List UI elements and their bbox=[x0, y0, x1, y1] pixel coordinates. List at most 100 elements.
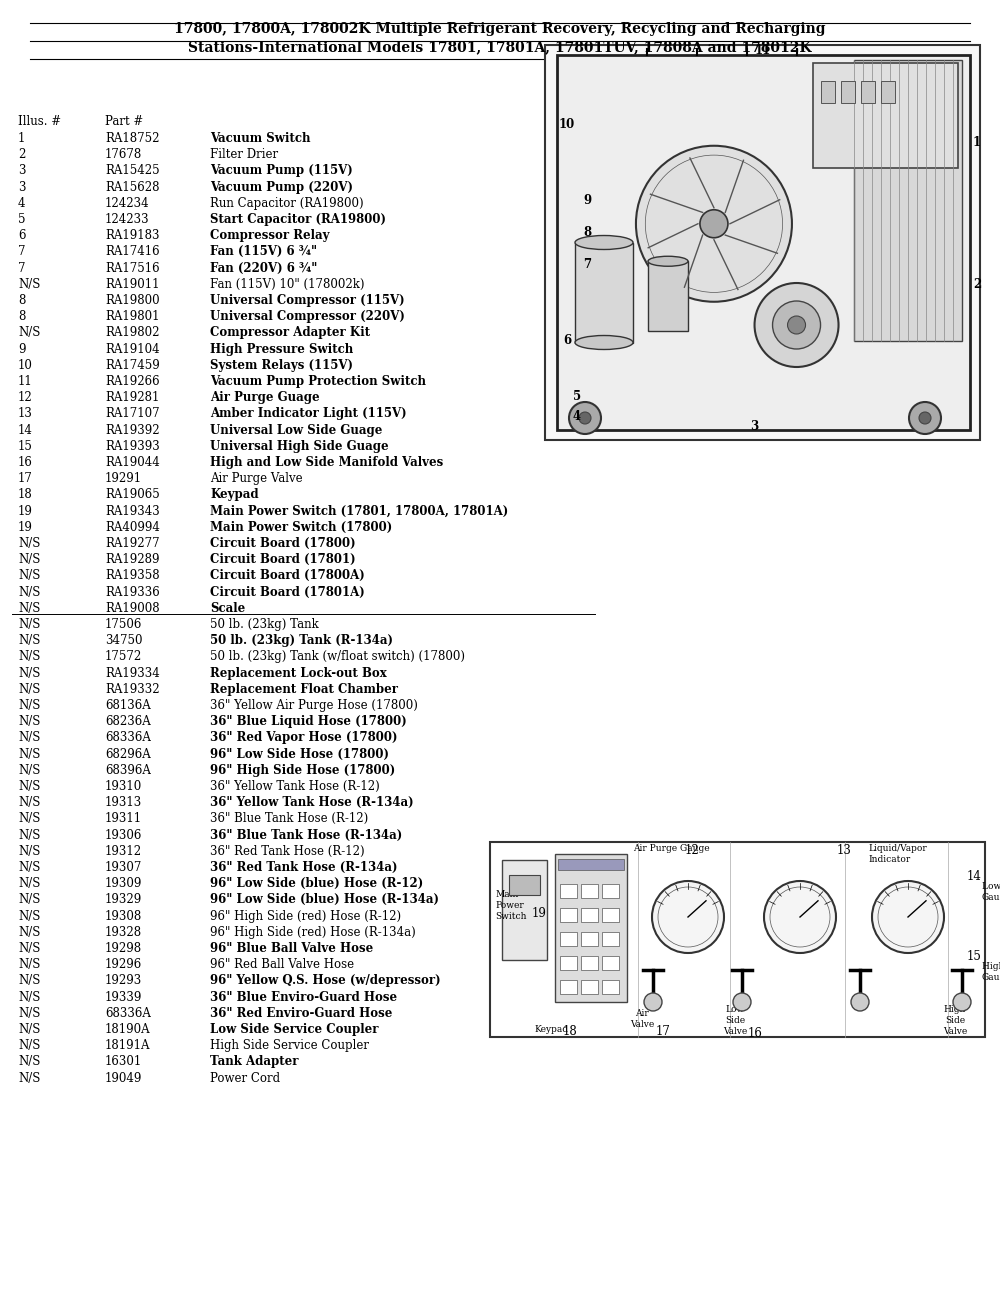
Text: 36" Yellow Tank Hose (R-134a): 36" Yellow Tank Hose (R-134a) bbox=[210, 796, 414, 809]
Text: Valve: Valve bbox=[943, 1027, 967, 1036]
Bar bbox=[841, 81, 855, 103]
Text: RA19358: RA19358 bbox=[105, 569, 160, 582]
Text: 4: 4 bbox=[573, 411, 581, 424]
Text: 13: 13 bbox=[837, 844, 852, 857]
Text: 13: 13 bbox=[18, 407, 33, 420]
Text: 96" High Side (red) Hose (R-134a): 96" High Side (red) Hose (R-134a) bbox=[210, 926, 416, 939]
Text: RA19183: RA19183 bbox=[105, 229, 160, 242]
Text: N/S: N/S bbox=[18, 715, 40, 728]
Text: 96" Low Side (blue) Hose (R-134a): 96" Low Side (blue) Hose (R-134a) bbox=[210, 893, 439, 906]
Text: N/S: N/S bbox=[18, 1006, 40, 1019]
Text: 19293: 19293 bbox=[105, 975, 142, 988]
Text: 36" Blue Liquid Hose (17800): 36" Blue Liquid Hose (17800) bbox=[210, 715, 407, 728]
Circle shape bbox=[909, 402, 941, 434]
Text: High Side Service Coupler: High Side Service Coupler bbox=[210, 1039, 369, 1052]
Bar bbox=[881, 81, 895, 103]
Text: Run Capacitor (RA19800): Run Capacitor (RA19800) bbox=[210, 196, 364, 209]
Text: Keypad: Keypad bbox=[210, 489, 259, 502]
Text: N/S: N/S bbox=[18, 812, 40, 826]
Text: 10: 10 bbox=[18, 359, 33, 372]
Text: Power: Power bbox=[495, 901, 524, 910]
Text: System Relays (115V): System Relays (115V) bbox=[210, 359, 353, 372]
Text: 12: 12 bbox=[685, 844, 699, 857]
Text: Switch: Switch bbox=[495, 913, 526, 920]
Text: N/S: N/S bbox=[18, 796, 40, 809]
Text: N/S: N/S bbox=[18, 926, 40, 939]
Text: 96" Low Side (blue) Hose (R-12): 96" Low Side (blue) Hose (R-12) bbox=[210, 878, 423, 891]
Text: 5: 5 bbox=[18, 213, 26, 226]
Text: N/S: N/S bbox=[18, 942, 40, 956]
Text: N/S: N/S bbox=[18, 1071, 40, 1084]
Text: RA19281: RA19281 bbox=[105, 391, 159, 404]
Bar bbox=[490, 842, 985, 1037]
Text: Low: Low bbox=[725, 1005, 745, 1014]
Text: Keypad: Keypad bbox=[534, 1024, 568, 1034]
Bar bbox=[581, 884, 598, 898]
Text: 96" Yellow Q.S. Hose (w/depressor): 96" Yellow Q.S. Hose (w/depressor) bbox=[210, 975, 441, 988]
Text: 36" Blue Tank Hose (R-12): 36" Blue Tank Hose (R-12) bbox=[210, 812, 368, 826]
Text: 17800, 17800A, 178002K Multiple Refrigerant Recovery, Recycling and Recharging: 17800, 17800A, 178002K Multiple Refriger… bbox=[174, 22, 826, 36]
Text: 50 lb. (23kg) Tank (w/float switch) (17800): 50 lb. (23kg) Tank (w/float switch) (178… bbox=[210, 650, 465, 663]
Text: Universal Compressor (220V): Universal Compressor (220V) bbox=[210, 311, 405, 324]
Bar bbox=[602, 884, 619, 898]
Text: Air Purge Guage: Air Purge Guage bbox=[210, 391, 320, 404]
Text: Universal High Side Guage: Universal High Side Guage bbox=[210, 439, 389, 452]
Text: 36" Blue Enviro-Guard Hose: 36" Blue Enviro-Guard Hose bbox=[210, 991, 397, 1004]
Text: Filter Drier: Filter Drier bbox=[210, 148, 278, 161]
Text: Main Power Switch (17800): Main Power Switch (17800) bbox=[210, 521, 392, 534]
Text: N/S: N/S bbox=[18, 861, 40, 874]
Bar bbox=[648, 261, 688, 332]
Text: 2: 2 bbox=[973, 278, 981, 291]
Text: RA19334: RA19334 bbox=[105, 667, 160, 680]
Text: 36" Red Enviro-Guard Hose: 36" Red Enviro-Guard Hose bbox=[210, 1006, 392, 1019]
Text: RA17459: RA17459 bbox=[105, 359, 160, 372]
Text: Replacement Lock-out Box: Replacement Lock-out Box bbox=[210, 667, 387, 680]
Text: 12: 12 bbox=[18, 391, 33, 404]
Text: 50 lb. (23kg) Tank: 50 lb. (23kg) Tank bbox=[210, 618, 319, 630]
Text: Fan (115V) 6 ¾": Fan (115V) 6 ¾" bbox=[210, 246, 317, 259]
Text: N/S: N/S bbox=[18, 958, 40, 971]
Text: 9: 9 bbox=[583, 194, 591, 207]
Text: 19: 19 bbox=[18, 521, 33, 534]
Text: 5: 5 bbox=[573, 390, 581, 403]
Text: 16: 16 bbox=[18, 456, 33, 469]
Text: 14: 14 bbox=[18, 424, 33, 437]
Text: 19306: 19306 bbox=[105, 828, 142, 841]
Text: Main Power Switch (17801, 17800A, 17801A): Main Power Switch (17801, 17800A, 17801A… bbox=[210, 504, 508, 517]
Text: 1: 1 bbox=[18, 133, 25, 146]
Bar bbox=[560, 956, 577, 970]
Circle shape bbox=[755, 283, 839, 367]
Text: 19339: 19339 bbox=[105, 991, 142, 1004]
Text: RA19801: RA19801 bbox=[105, 311, 160, 324]
Text: 68296A: 68296A bbox=[105, 747, 151, 760]
Text: 18: 18 bbox=[563, 1024, 578, 1037]
Text: 19309: 19309 bbox=[105, 878, 142, 891]
Text: 19: 19 bbox=[532, 907, 547, 920]
Text: Liquid/Vapor: Liquid/Vapor bbox=[868, 844, 927, 853]
Text: 34750: 34750 bbox=[105, 634, 143, 647]
Text: 19329: 19329 bbox=[105, 893, 142, 906]
Text: 17506: 17506 bbox=[105, 618, 142, 630]
Text: N/S: N/S bbox=[18, 1023, 40, 1036]
Text: RA15628: RA15628 bbox=[105, 181, 160, 194]
Text: Circuit Board (17801): Circuit Board (17801) bbox=[210, 554, 356, 567]
Text: RA19044: RA19044 bbox=[105, 456, 160, 469]
Text: High Side: High Side bbox=[982, 962, 1000, 971]
Text: RA19343: RA19343 bbox=[105, 504, 160, 517]
Text: 18: 18 bbox=[18, 489, 33, 502]
Bar bbox=[602, 907, 619, 922]
Text: RA19332: RA19332 bbox=[105, 682, 160, 696]
Bar bbox=[581, 980, 598, 995]
Text: 19291: 19291 bbox=[105, 472, 142, 485]
Text: 8: 8 bbox=[583, 226, 591, 239]
Text: RA19289: RA19289 bbox=[105, 554, 160, 567]
Text: N/S: N/S bbox=[18, 634, 40, 647]
Text: Replacement Float Chamber: Replacement Float Chamber bbox=[210, 682, 398, 696]
Text: Low Side Service Coupler: Low Side Service Coupler bbox=[210, 1023, 378, 1036]
Bar bbox=[560, 884, 577, 898]
Bar bbox=[560, 980, 577, 995]
Text: Fan (220V) 6 ¾": Fan (220V) 6 ¾" bbox=[210, 261, 317, 274]
Text: High and Low Side Manifold Valves: High and Low Side Manifold Valves bbox=[210, 456, 443, 469]
Bar bbox=[821, 81, 835, 103]
Circle shape bbox=[579, 412, 591, 424]
